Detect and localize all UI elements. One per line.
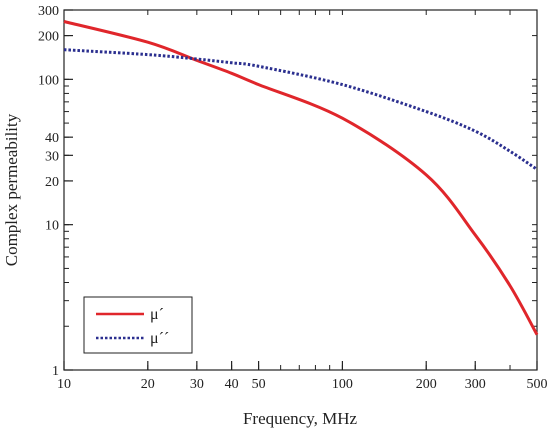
series-line-mu-double-prime xyxy=(63,48,538,171)
series-layer xyxy=(63,20,539,336)
x-tick-label: 50 xyxy=(252,377,266,392)
y-tick-label: 200 xyxy=(38,30,59,45)
y-tick-label: 1 xyxy=(52,364,59,379)
x-tick-label: 30 xyxy=(190,377,204,392)
x-tick-label: 10 xyxy=(57,377,71,392)
legend-label-mu-prime: μ´ xyxy=(150,306,164,323)
x-tick-label: 40 xyxy=(225,377,239,392)
y-tick-label: 300 xyxy=(38,4,59,19)
plot-area-frame xyxy=(63,9,538,371)
legend: μ´ μ´´ xyxy=(83,296,193,354)
x-tick-label: 500 xyxy=(527,377,548,392)
y-tick-label: 10 xyxy=(45,219,59,234)
x-tick-label: 300 xyxy=(465,377,486,392)
legend-label-mu-double-prime: μ´´ xyxy=(150,330,169,347)
y-tick-label: 30 xyxy=(45,149,59,164)
legend-box xyxy=(83,296,193,354)
y-tick-label: 20 xyxy=(45,175,59,190)
y-axis-title: Complex permeability xyxy=(2,113,21,266)
x-tick-label: 100 xyxy=(332,377,353,392)
x-tick-label: 200 xyxy=(416,377,437,392)
x-axis-title: Frequency, MHz xyxy=(243,409,358,428)
x-tick-label: 20 xyxy=(141,377,155,392)
y-tick-label: 40 xyxy=(45,131,59,146)
y-tick-label: 100 xyxy=(38,73,59,88)
series-line-mu-prime xyxy=(63,20,539,336)
